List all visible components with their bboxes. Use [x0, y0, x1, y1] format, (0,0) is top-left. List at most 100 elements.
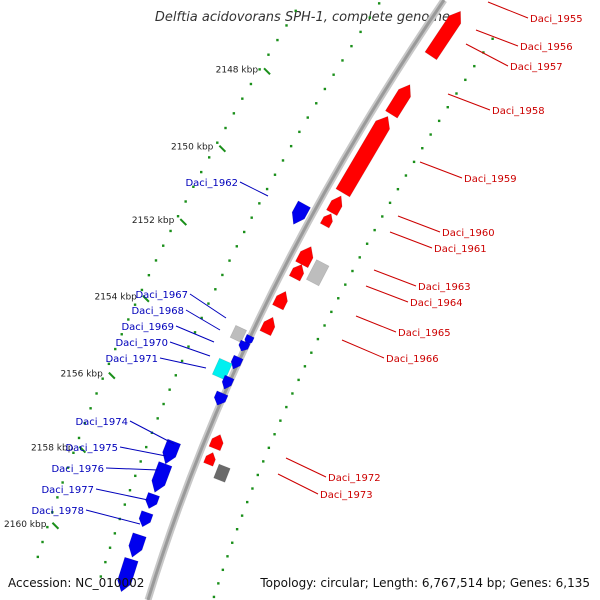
gene-label-reverse[interactable]: Daci_1970: [115, 338, 211, 357]
gene-label[interactable]: Daci_1955: [530, 14, 583, 25]
gene-label[interactable]: Daci_1968: [131, 306, 184, 317]
gene-label-forward[interactable]: Daci_1966: [341, 339, 439, 365]
gene-label[interactable]: Daci_1957: [510, 62, 563, 73]
gene-feature-reverse[interactable]: [128, 532, 147, 558]
gene-label-forward[interactable]: Daci_1959: [419, 161, 517, 185]
tick-mark: [142, 295, 150, 303]
gene-feature-forward[interactable]: [326, 195, 343, 217]
gene-label-reverse[interactable]: Daci_1974: [75, 417, 175, 445]
leader-line: [105, 467, 159, 471]
tick-label: 2156 kbp: [60, 370, 103, 380]
gene-label[interactable]: Daci_1962: [185, 178, 238, 189]
gene-feature-forward[interactable]: [272, 290, 288, 311]
kbp-tick: 2152 kbp: [132, 216, 188, 226]
gene-label[interactable]: Daci_1959: [464, 174, 517, 185]
gene-feature-forward[interactable]: [424, 10, 462, 61]
gene-label-reverse[interactable]: Daci_1969: [121, 322, 215, 343]
gene-feature-forward[interactable]: [385, 84, 411, 119]
gene-label-forward[interactable]: Daci_1965: [355, 315, 451, 339]
gene-feature-reverse[interactable]: [238, 339, 251, 352]
leader-line: [389, 231, 433, 249]
gene-feature-reverse[interactable]: [145, 491, 161, 509]
leader-line: [373, 269, 417, 287]
gene-label[interactable]: Daci_1961: [434, 244, 487, 255]
gene-feature-reverse[interactable]: [213, 390, 229, 406]
gene-label-forward[interactable]: Daci_1957: [465, 43, 563, 73]
gene-label-forward[interactable]: Daci_1973: [277, 473, 373, 501]
gene-label[interactable]: Daci_1956: [520, 42, 573, 53]
gene-feature-reverse[interactable]: [244, 333, 255, 346]
gene-label[interactable]: Daci_1964: [410, 298, 463, 309]
gene-label-forward[interactable]: Daci_1958: [447, 93, 545, 117]
gene-feature-reverse[interactable]: [151, 461, 173, 493]
gene-label-reverse[interactable]: Daci_1975: [65, 443, 167, 457]
kbp-tick: 2148 kbp: [216, 65, 271, 75]
gene-label-forward[interactable]: Daci_1960: [397, 215, 495, 239]
leader-line: [397, 215, 441, 233]
gene-label[interactable]: Daci_1960: [442, 228, 495, 239]
gene-label[interactable]: Daci_1976: [51, 464, 104, 475]
leader-line: [475, 29, 519, 47]
gene-label-forward[interactable]: Daci_1963: [373, 269, 471, 293]
gene-feature-forward[interactable]: [335, 115, 390, 198]
gene-label-reverse[interactable]: Daci_1967: [135, 290, 227, 319]
gene-feature-forward[interactable]: [295, 246, 314, 269]
gene-label[interactable]: Daci_1971: [105, 354, 158, 365]
tick-mark: [78, 445, 87, 454]
gene-label-forward[interactable]: Daci_1956: [475, 29, 573, 53]
leader-line: [341, 339, 385, 359]
gene-feature-pseudo[interactable]: [229, 324, 248, 343]
kbp-tick: 2160 kbp: [4, 520, 60, 530]
gene-feature-reverse[interactable]: [138, 510, 154, 528]
gene-feature-reverse[interactable]: [291, 200, 311, 225]
leader-line: [239, 181, 269, 197]
gene-feature-pseudo[interactable]: [305, 259, 330, 287]
kbp-tick: 2154 kbp: [94, 293, 150, 303]
gene-label[interactable]: Daci_1967: [135, 290, 188, 301]
gene-label[interactable]: Daci_1977: [41, 485, 94, 496]
gene-feature-forward[interactable]: [259, 316, 276, 337]
tick-mark: [218, 144, 227, 153]
topology-label: Topology: circular; Length: 6,767,514 bp…: [260, 576, 590, 590]
gene-label[interactable]: Daci_1978: [31, 506, 84, 517]
gene-label-forward[interactable]: Daci_1961: [389, 231, 487, 255]
gene-label[interactable]: Daci_1972: [328, 473, 381, 484]
gene-label[interactable]: Daci_1963: [418, 282, 471, 293]
leader-line: [285, 457, 327, 478]
gene-label[interactable]: Daci_1958: [492, 106, 545, 117]
gene-label[interactable]: Daci_1969: [121, 322, 174, 333]
gene-feature-forward[interactable]: [208, 434, 224, 452]
gene-label[interactable]: Daci_1973: [320, 490, 373, 501]
map-title: Delftia acidovorans SPH-1, complete geno…: [154, 10, 450, 25]
gene-label-forward[interactable]: Daci_1972: [285, 457, 381, 484]
gene-feature-forward[interactable]: [288, 264, 305, 282]
gene-label[interactable]: Daci_1975: [65, 443, 118, 454]
tick-label: 2150 kbp: [171, 143, 214, 153]
tick-label: 2152 kbp: [132, 216, 175, 226]
gene-label[interactable]: Daci_1965: [398, 328, 451, 339]
gene-label-reverse[interactable]: Daci_1968: [131, 306, 221, 331]
leader-line: [159, 357, 207, 369]
gene-label-reverse[interactable]: Daci_1971: [105, 354, 207, 369]
gene-label[interactable]: Daci_1970: [115, 338, 168, 349]
gene-feature-reverse[interactable]: [221, 374, 235, 390]
gene-label-forward[interactable]: Daci_1964: [365, 285, 463, 309]
outer-tick-track-right: [212, 37, 494, 599]
gene-feature-reverse[interactable]: [162, 438, 182, 465]
gene-label-reverse[interactable]: Daci_1976: [51, 464, 159, 475]
gene-label-reverse[interactable]: Daci_1962: [185, 178, 269, 197]
gene-label-forward[interactable]: Daci_1955: [487, 1, 583, 25]
gene-feature-forward[interactable]: [319, 213, 333, 229]
gene-feature-reverse[interactable]: [230, 354, 244, 370]
gene-feature-forward[interactable]: [203, 452, 216, 467]
kbp-tick: 2158 kbp: [31, 444, 87, 454]
gene-label[interactable]: Daci_1974: [75, 417, 128, 428]
gene-feature-reverse[interactable]: [117, 556, 139, 593]
gene-label-reverse[interactable]: Daci_1978: [31, 506, 141, 525]
gene-label[interactable]: Daci_1966: [386, 354, 439, 365]
gene-feature-pseudo[interactable]: [213, 463, 231, 483]
gene-label-reverse[interactable]: Daci_1977: [41, 485, 149, 501]
leader-line: [175, 325, 215, 343]
leader-line: [189, 293, 227, 319]
genome-backbone: [146, 0, 446, 600]
